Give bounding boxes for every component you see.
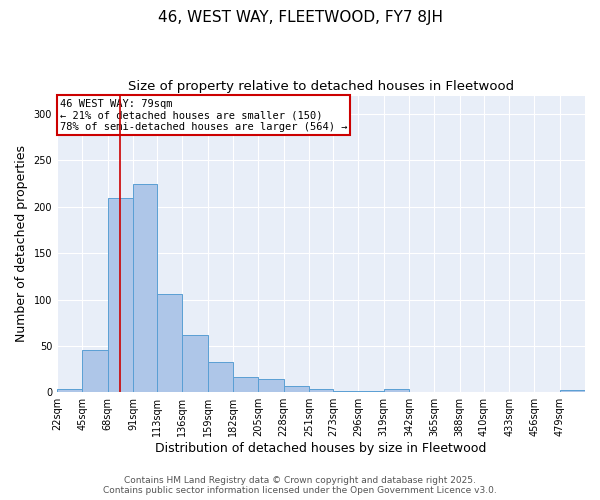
- Text: 46 WEST WAY: 79sqm
← 21% of detached houses are smaller (150)
78% of semi-detach: 46 WEST WAY: 79sqm ← 21% of detached hou…: [59, 98, 347, 132]
- Bar: [157, 294, 182, 392]
- Bar: [82, 350, 107, 392]
- Text: 46, WEST WAY, FLEETWOOD, FY7 8JH: 46, WEST WAY, FLEETWOOD, FY7 8JH: [157, 10, 443, 25]
- Bar: [259, 379, 284, 392]
- Bar: [107, 198, 133, 392]
- Bar: [284, 386, 309, 392]
- Bar: [133, 184, 157, 392]
- Bar: [384, 390, 409, 392]
- Bar: [208, 362, 233, 392]
- Bar: [57, 388, 82, 392]
- Bar: [309, 388, 333, 392]
- X-axis label: Distribution of detached houses by size in Fleetwood: Distribution of detached houses by size …: [155, 442, 487, 455]
- Bar: [182, 334, 208, 392]
- Y-axis label: Number of detached properties: Number of detached properties: [15, 146, 28, 342]
- Bar: [233, 378, 259, 392]
- Title: Size of property relative to detached houses in Fleetwood: Size of property relative to detached ho…: [128, 80, 514, 93]
- Text: Contains HM Land Registry data © Crown copyright and database right 2025.
Contai: Contains HM Land Registry data © Crown c…: [103, 476, 497, 495]
- Bar: [560, 390, 585, 392]
